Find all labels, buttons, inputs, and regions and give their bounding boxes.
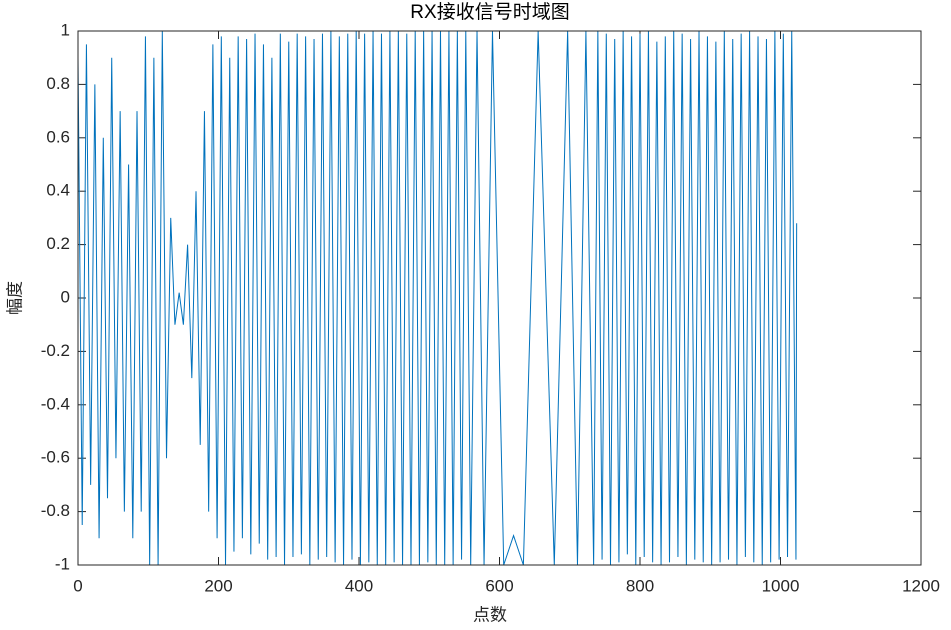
x-axis-label: 点数 <box>473 605 507 624</box>
x-tick-label: 600 <box>485 576 513 595</box>
y-tick-label: -0.8 <box>41 501 70 520</box>
y-tick-label: 0.6 <box>46 127 70 146</box>
x-tick-label: 1000 <box>762 576 800 595</box>
chart-title: RX接收信号时域图 <box>410 1 569 23</box>
y-tick-label: 0.2 <box>46 234 70 253</box>
x-tick-label: 1200 <box>902 576 940 595</box>
x-tick-label: 200 <box>204 576 232 595</box>
y-tick-label: 0.8 <box>46 74 70 93</box>
x-tick-label: 400 <box>345 576 373 595</box>
y-tick-label: -0.6 <box>41 448 70 467</box>
plot-frame <box>77 30 922 566</box>
y-tick-label: -0.4 <box>41 394 70 413</box>
y-tick-label: 1 <box>61 20 70 39</box>
y-tick-label: 0.4 <box>46 181 70 200</box>
y-tick-label: 0 <box>61 287 70 306</box>
y-tick-label: -0.2 <box>41 341 70 360</box>
y-axis-label: 幅度 <box>5 281 24 315</box>
signal-line <box>77 30 798 566</box>
x-tick-label: 800 <box>626 576 654 595</box>
y-tick-label: -1 <box>55 554 70 573</box>
x-tick-label: 0 <box>73 576 82 595</box>
